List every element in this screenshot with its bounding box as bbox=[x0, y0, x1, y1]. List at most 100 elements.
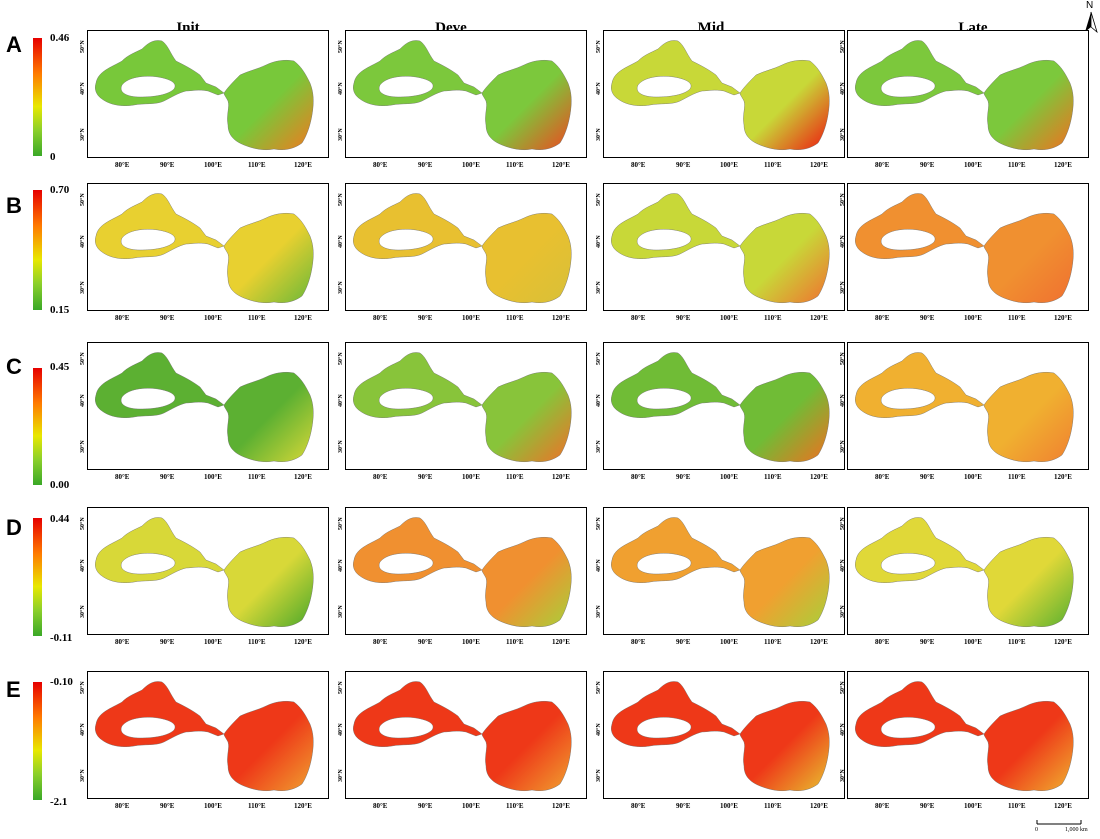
y-tick-label: 50°N bbox=[840, 517, 846, 530]
y-tick-label: 30°N bbox=[596, 440, 602, 453]
south-east-region bbox=[739, 60, 830, 150]
region-map bbox=[855, 193, 1074, 303]
y-tick-label: 40°N bbox=[596, 723, 602, 736]
region-map bbox=[353, 681, 572, 791]
x-tick-label: 80°E bbox=[115, 473, 130, 481]
x-tick-label: 90°E bbox=[920, 314, 935, 322]
north-west-region bbox=[95, 193, 225, 259]
region-map bbox=[611, 40, 830, 150]
x-tick-label: 120°E bbox=[294, 802, 312, 810]
y-tick-label: 50°N bbox=[338, 681, 344, 694]
x-tick-label: 80°E bbox=[373, 638, 388, 646]
map-panel-c-init: 80°E 90°E 100°E 110°E 120°E 50°N 40°N 30°N bbox=[80, 342, 329, 481]
y-tick-label: 40°N bbox=[80, 559, 86, 572]
x-tick-label: 110°E bbox=[506, 802, 524, 810]
x-tick-label: 110°E bbox=[248, 314, 266, 322]
x-tick-label: 90°E bbox=[418, 473, 433, 481]
colorbar-e-min: -2.1 bbox=[50, 796, 68, 808]
south-east-region bbox=[223, 213, 314, 303]
south-east-region bbox=[481, 537, 572, 627]
y-tick-label: 40°N bbox=[840, 559, 846, 572]
y-tick-label: 30°N bbox=[840, 128, 846, 141]
y-tick-label: 30°N bbox=[840, 605, 846, 618]
x-tick-label: 80°E bbox=[875, 802, 890, 810]
y-tick-label: 50°N bbox=[80, 40, 86, 53]
x-tick-label: 90°E bbox=[920, 802, 935, 810]
map-panel-e-late: 80°E 90°E 100°E 110°E 120°E 50°N 40°N 30°N bbox=[840, 671, 1089, 810]
x-tick-label: 100°E bbox=[964, 638, 982, 646]
x-tick-label: 80°E bbox=[875, 638, 890, 646]
y-tick-label: 30°N bbox=[840, 769, 846, 782]
x-tick-label: 120°E bbox=[810, 161, 828, 169]
north-west-region bbox=[353, 40, 483, 106]
north-west-region bbox=[611, 352, 741, 418]
x-tick-label: 120°E bbox=[1054, 802, 1072, 810]
north-west-region bbox=[353, 517, 483, 583]
y-tick-label: 40°N bbox=[840, 82, 846, 95]
x-tick-label: 80°E bbox=[115, 638, 130, 646]
excluded-basin bbox=[636, 717, 692, 739]
x-tick-label: 100°E bbox=[964, 314, 982, 322]
y-tick-label: 30°N bbox=[80, 440, 86, 453]
y-tick-label: 50°N bbox=[80, 193, 86, 206]
colorbar-c-max: 0.45 bbox=[50, 361, 70, 373]
south-east-region bbox=[481, 213, 572, 303]
y-tick-label: 30°N bbox=[80, 128, 86, 141]
y-tick-label: 40°N bbox=[840, 394, 846, 407]
x-tick-label: 110°E bbox=[506, 161, 524, 169]
south-east-region bbox=[223, 537, 314, 627]
y-tick-label: 30°N bbox=[840, 281, 846, 294]
south-east-region bbox=[223, 60, 314, 150]
y-tick-label: 30°N bbox=[80, 281, 86, 294]
north-west-region bbox=[855, 352, 985, 418]
x-tick-label: 100°E bbox=[204, 638, 222, 646]
excluded-basin bbox=[880, 553, 936, 575]
x-tick-label: 80°E bbox=[115, 161, 130, 169]
x-tick-label: 90°E bbox=[676, 161, 691, 169]
x-tick-label: 120°E bbox=[810, 802, 828, 810]
x-tick-label: 80°E bbox=[631, 473, 646, 481]
x-tick-label: 100°E bbox=[204, 314, 222, 322]
x-tick-label: 90°E bbox=[418, 161, 433, 169]
x-tick-label: 80°E bbox=[875, 314, 890, 322]
region-map bbox=[95, 40, 314, 150]
south-east-region bbox=[739, 213, 830, 303]
y-tick-label: 50°N bbox=[338, 352, 344, 365]
north-west-region bbox=[611, 193, 741, 259]
y-tick-label: 50°N bbox=[80, 681, 86, 694]
x-tick-label: 80°E bbox=[373, 161, 388, 169]
north-west-region bbox=[353, 681, 483, 747]
y-tick-label: 50°N bbox=[80, 352, 86, 365]
north-west-region bbox=[855, 40, 985, 106]
y-tick-label: 40°N bbox=[338, 723, 344, 736]
x-tick-label: 90°E bbox=[676, 314, 691, 322]
region-map bbox=[353, 517, 572, 627]
x-tick-label: 120°E bbox=[294, 161, 312, 169]
y-tick-label: 50°N bbox=[596, 40, 602, 53]
region-map bbox=[611, 193, 830, 303]
x-tick-label: 100°E bbox=[720, 473, 738, 481]
x-tick-label: 80°E bbox=[875, 161, 890, 169]
y-tick-label: 50°N bbox=[840, 681, 846, 694]
y-tick-label: 40°N bbox=[596, 394, 602, 407]
colorbar-d-max: 0.44 bbox=[50, 513, 70, 525]
x-tick-label: 100°E bbox=[462, 314, 480, 322]
y-tick-label: 50°N bbox=[840, 352, 846, 365]
north-west-region bbox=[95, 517, 225, 583]
y-tick-label: 40°N bbox=[80, 394, 86, 407]
region-map bbox=[855, 517, 1074, 627]
x-tick-label: 90°E bbox=[676, 638, 691, 646]
y-tick-label: 40°N bbox=[338, 394, 344, 407]
south-east-region bbox=[983, 213, 1074, 303]
north-west-region bbox=[855, 517, 985, 583]
map-panel-a-late: 80°E 90°E 100°E 110°E 120°E 50°N 40°N 30°N bbox=[840, 30, 1089, 169]
y-tick-label: 30°N bbox=[338, 281, 344, 294]
north-west-region bbox=[95, 681, 225, 747]
excluded-basin bbox=[636, 553, 692, 575]
y-tick-label: 50°N bbox=[596, 193, 602, 206]
excluded-basin bbox=[880, 717, 936, 739]
x-tick-label: 100°E bbox=[462, 638, 480, 646]
north-west-region bbox=[353, 193, 483, 259]
south-east-region bbox=[983, 537, 1074, 627]
colorbar-b-max: 0.70 bbox=[50, 184, 70, 196]
